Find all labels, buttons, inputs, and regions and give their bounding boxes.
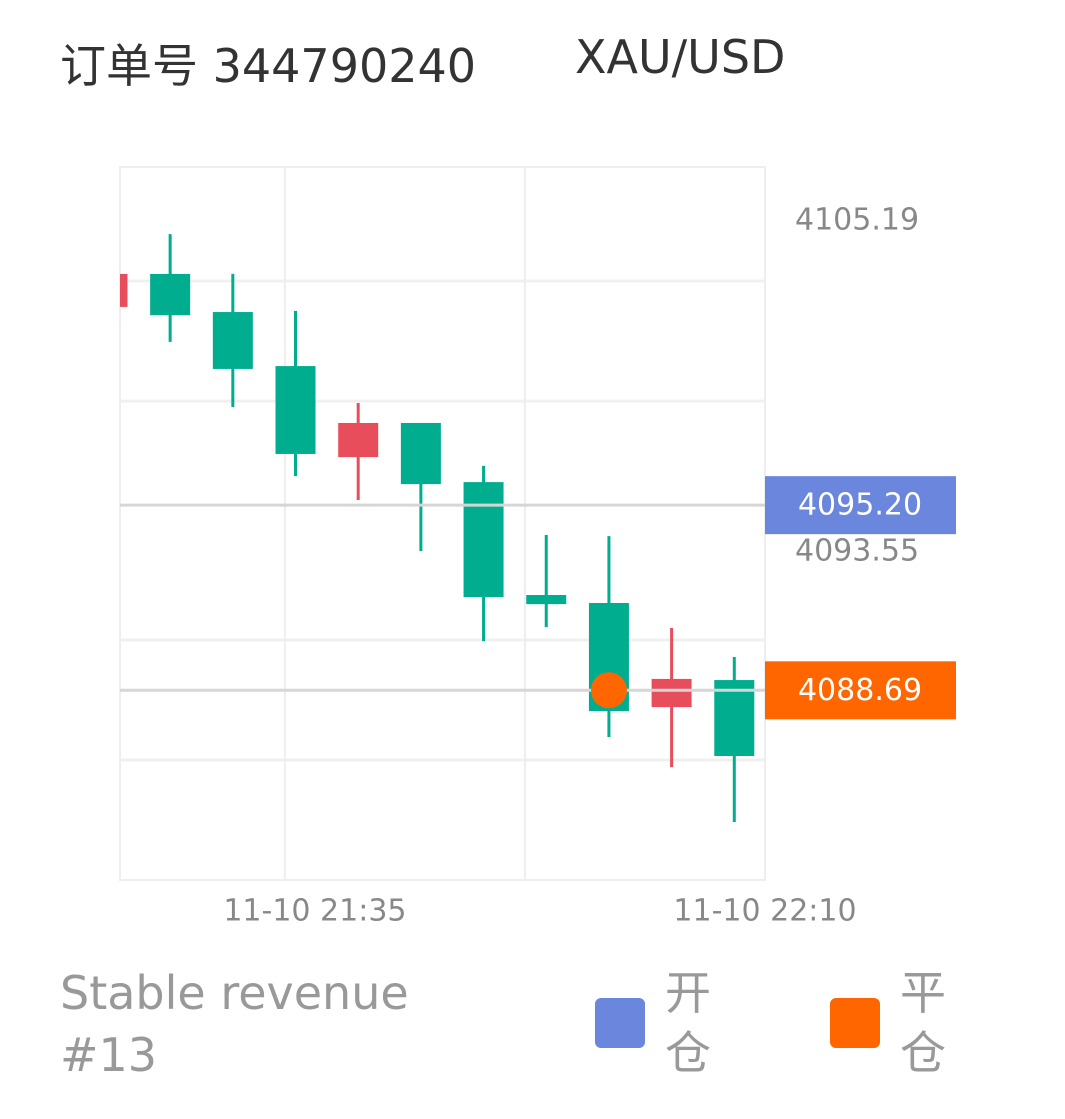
legend-swatch xyxy=(595,998,645,1048)
close-point xyxy=(590,672,627,709)
candle-body xyxy=(212,312,253,369)
x-tick-label: 11-10 21:35 xyxy=(223,894,406,929)
candle-body xyxy=(463,482,504,598)
y-tick-label: 4093.55 xyxy=(795,534,919,569)
candle-body xyxy=(400,422,441,485)
candle-body xyxy=(120,273,128,307)
y-tick-label: 4105.19 xyxy=(795,203,919,238)
x-tick-label: 11-10 22:10 xyxy=(673,894,856,929)
subtitle: Stable revenue #13 xyxy=(60,966,409,1082)
open-price-tag xyxy=(765,476,956,535)
open-price-label: 4095.20 xyxy=(798,488,922,523)
close-price-label: 4088.69 xyxy=(798,673,922,708)
close-price-tag xyxy=(765,661,956,720)
candle-body xyxy=(275,366,316,454)
candle-body xyxy=(526,595,567,605)
legend-label: 平仓 xyxy=(900,966,946,1080)
candle-body xyxy=(150,273,191,316)
symbol: XAU/USD xyxy=(575,30,786,84)
legend-label: 开仓 xyxy=(665,966,711,1080)
candle-body xyxy=(714,680,755,756)
order-number: 订单号 344790240 xyxy=(60,39,477,93)
chart: 4093.55 4105.19 11-10 21:35 11-10 22:10 4095… xyxy=(119,166,956,929)
legend-swatch xyxy=(830,998,880,1048)
candle-body xyxy=(338,422,379,458)
candle-body xyxy=(651,678,692,708)
plot-frame xyxy=(119,166,766,881)
